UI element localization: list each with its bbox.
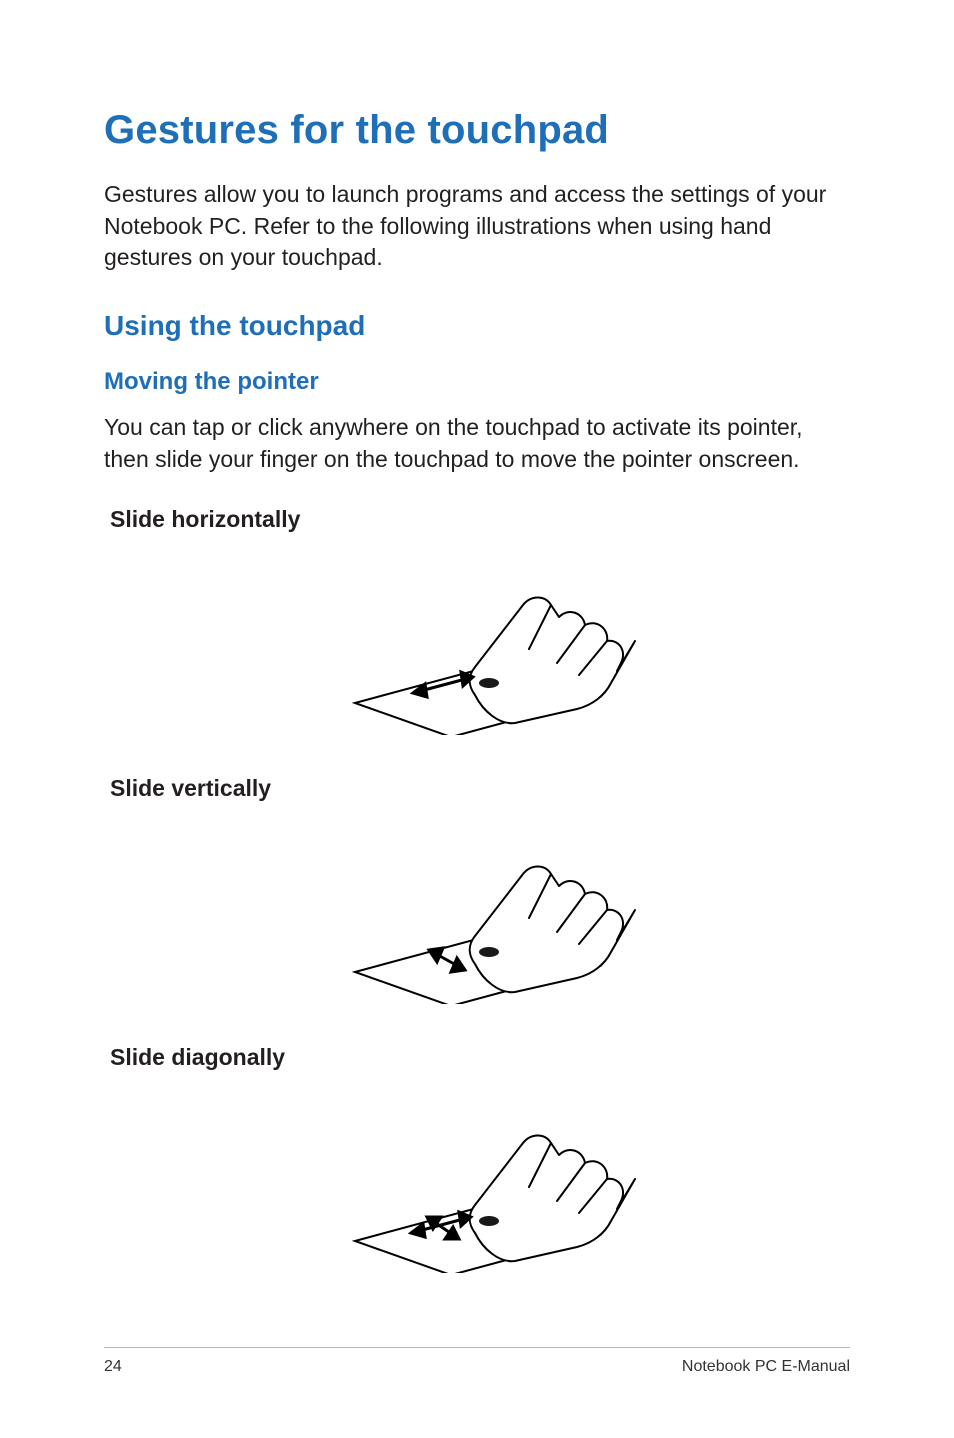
page-footer: 24 Notebook PC E-Manual	[104, 1347, 850, 1376]
page-title: Gestures for the touchpad	[104, 108, 850, 153]
page-number: 24	[104, 1358, 122, 1376]
gesture-label: Slide diagonally	[110, 1044, 850, 1071]
document-page: Gestures for the touchpad Gestures allow…	[0, 0, 954, 1438]
subsection-body: You can tap or click anywhere on the tou…	[104, 412, 850, 475]
doc-title: Notebook PC E-Manual	[682, 1358, 850, 1376]
subsection-title: Moving the pointer	[104, 368, 850, 396]
gesture-illustration	[104, 814, 850, 1004]
section-title: Using the touchpad	[104, 310, 850, 342]
touchpad-vertical-icon	[317, 814, 637, 1004]
footer-rule	[104, 1347, 850, 1348]
gesture-label: Slide horizontally	[110, 506, 850, 533]
touchpad-diagonal-icon	[317, 1083, 637, 1273]
gesture-label: Slide vertically	[110, 775, 850, 802]
intro-paragraph: Gestures allow you to launch programs an…	[104, 179, 850, 274]
touchpad-horizontal-icon	[317, 545, 637, 735]
gesture-illustration	[104, 545, 850, 735]
gesture-illustration	[104, 1083, 850, 1273]
